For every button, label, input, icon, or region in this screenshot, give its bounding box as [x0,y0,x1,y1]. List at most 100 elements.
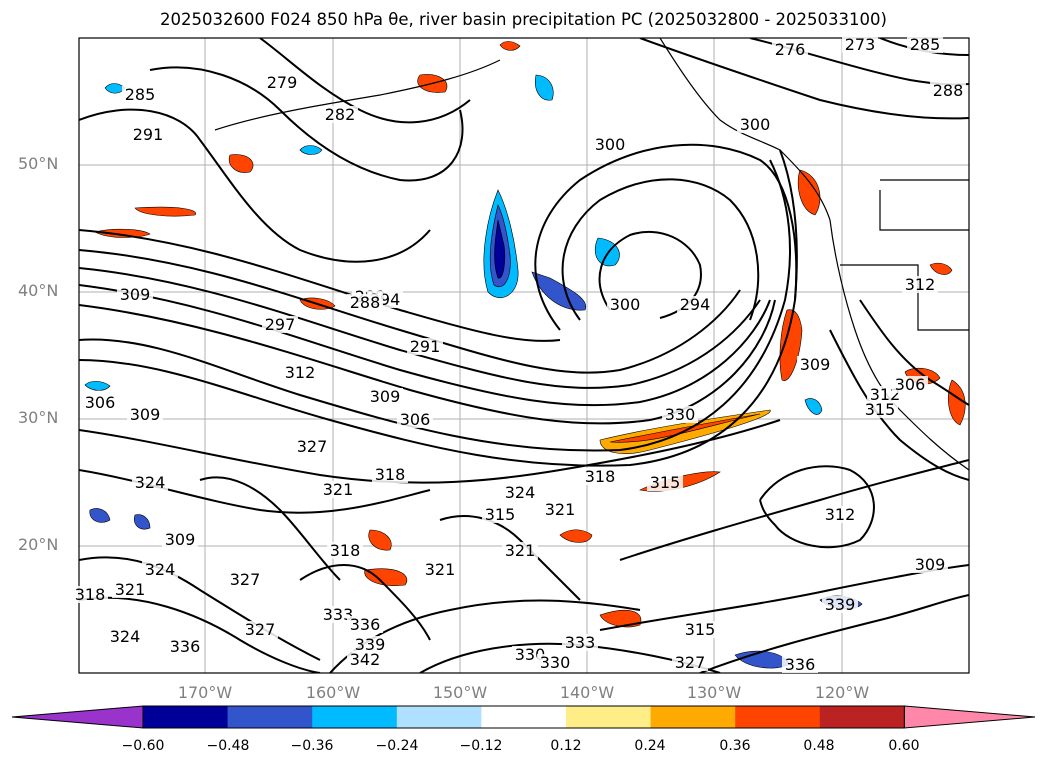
contour-label-backing [672,654,708,671]
contour-label-backing [422,561,458,578]
contour-label: 282 [325,105,356,124]
contour-label: 300 [740,115,771,134]
contour-label-backing [737,116,773,133]
contour-label-backing [607,296,643,313]
contour-label-backing [132,474,168,491]
contour-label: 291 [133,125,164,144]
lat-label-20n: 20°N [18,535,59,554]
contour-label-backing [862,401,898,418]
colorbar-tick-label: −0.48 [206,738,250,754]
contour-label-backing [677,296,713,313]
contour-label: 297 [265,315,296,334]
contour-label-backing [592,136,628,153]
map-title: 2025032600 F024 850 hPa θe, river basin … [160,10,887,29]
contour-label: 294 [680,295,711,314]
contour-label-backing [347,651,383,668]
contour-label-backing [782,656,818,673]
contour-label-backing [327,542,363,559]
contour-label-backing [662,406,698,423]
contour-label-backing [562,634,598,651]
contour-label-backing [372,466,408,483]
contour-label-backing [264,74,300,91]
contour-label: 330 [540,653,571,672]
lon-label-120w: 120°W [814,683,870,702]
colorbar-segment [312,706,398,728]
contour-label: 336 [170,637,201,656]
colorbar-segment [227,706,313,728]
colorbar-tick-label: 0.60 [888,738,920,754]
colorbar-segment [143,706,229,728]
contour-label: 324 [135,473,166,492]
contour-label-backing [537,654,573,671]
contour-label: 300 [610,295,641,314]
contour-label: 309 [800,355,831,374]
contour-label: 315 [650,473,681,492]
contour-label-backing [294,438,330,455]
contour-label: 321 [545,500,576,519]
colorbar-tick-label: 0.48 [803,738,835,754]
contour-label-backing [122,86,158,103]
contour-label-backing [352,636,388,653]
contour-label-backing [582,468,618,485]
contour-label: 333 [565,633,596,652]
contour-label-backing [912,556,948,573]
colorbar-tick-label: −0.60 [121,738,165,754]
lon-label-130w: 130°W [686,683,742,702]
contour-label-backing [682,621,718,638]
contour-label: 321 [323,480,354,499]
contour-label: 285 [125,85,156,104]
contour-label: 321 [115,580,146,599]
contour-label: 339 [825,595,856,614]
colorbar-segment [735,706,821,728]
contour-label-backing [142,561,178,578]
contour-label: 279 [267,73,298,92]
contour-label-backing [347,616,383,633]
contour-label-backing [797,356,833,373]
colorbar-tick-label: 0.36 [719,738,751,754]
lon-label-150w: 150°W [432,683,488,702]
contour-label: 318 [330,541,361,560]
contour-label: 315 [485,505,516,524]
contour-label-backing [542,501,578,518]
contour-label: 342 [350,650,381,669]
contour-label-backing [902,276,938,293]
contour-label-backing [72,586,108,603]
contour-label: 324 [505,483,536,502]
contour-label: 312 [285,363,316,382]
contour-label-backing [112,581,148,598]
contour-label: 324 [110,627,141,646]
contour-label: 291 [410,337,441,356]
contour-label-backing [822,596,858,613]
contour-label-backing [367,388,403,405]
colorbar-extend-left [11,705,144,729]
contour-label-backing [842,36,878,53]
colorbar-segment [566,706,652,728]
colorbar-tick-label: −0.24 [375,738,419,754]
contour-label-backing [892,376,928,393]
contour-label-backing [407,338,443,355]
contour-label-backing [772,41,808,58]
contour-label: 336 [350,615,381,634]
contour-label-backing [130,126,166,143]
contour-label-backing [127,406,163,423]
contour-label-backing [397,411,433,428]
colorbar-segment [481,706,567,728]
contour-label-backing [822,506,858,523]
contour-label-backing [647,474,683,491]
contour-label: 288 [350,293,381,312]
contour-labels: 285 291 279 282 276 273 285 288 288 294 300 300 297 2… [72,35,966,674]
contour-label: 276 [775,40,806,59]
contour-label: 309 [130,405,161,424]
lon-label-170w: 170°W [177,683,233,702]
colorbar-frame [142,705,905,729]
contour-label: 336 [785,655,816,674]
theta-e-contours [79,38,969,673]
contour-label-backing [107,628,143,645]
colorbar-tick-label: 0.12 [550,738,582,754]
contour-label: 273 [845,35,876,54]
contour-label: 309 [915,555,946,574]
contour-label: 315 [865,400,896,419]
contour-label: 285 [910,35,941,54]
contour-label: 300 [595,135,626,154]
